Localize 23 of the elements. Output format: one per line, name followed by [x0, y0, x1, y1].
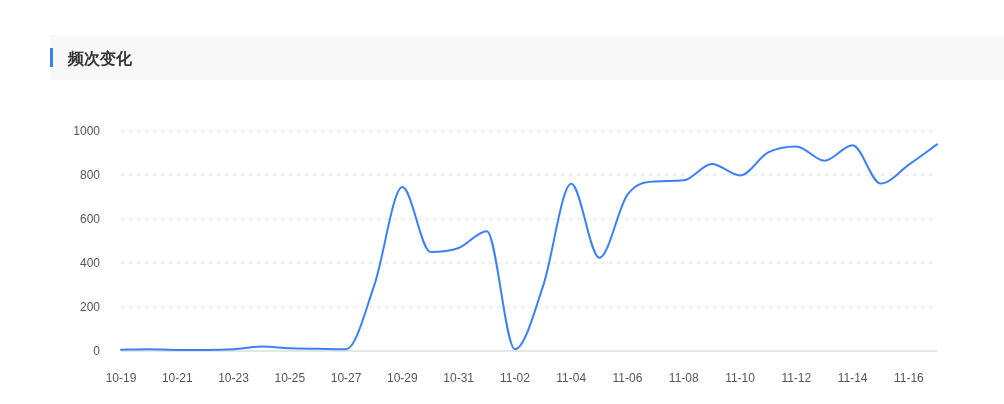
x-tick-label: 11-06: [612, 371, 643, 385]
chart-title: 频次变化: [67, 50, 133, 67]
x-tick-label: 10-31: [443, 371, 475, 385]
line-series: [120, 143, 938, 351]
x-tick-label: 10-21: [161, 371, 193, 385]
x-tick-label: 11-12: [781, 371, 812, 385]
y-tick-label: 1000: [73, 124, 101, 138]
x-tick-label: 11-14: [837, 371, 868, 385]
x-tick-label: 10-25: [274, 371, 306, 385]
x-tick-label: 11-04: [556, 371, 587, 385]
x-tick-label: 11-10: [725, 371, 756, 385]
x-tick-label: 10-27: [330, 371, 362, 385]
x-tick-label: 10-19: [105, 371, 137, 385]
x-tick-label: 11-16: [893, 371, 925, 385]
x-tick-label: 10-29: [387, 371, 419, 385]
y-tick-label: 800: [79, 168, 101, 182]
y-tick-label: 200: [79, 300, 101, 314]
y-tick-label: 0: [93, 344, 101, 358]
x-tick-label: 11-02: [500, 371, 531, 385]
y-tick-label: 400: [79, 256, 101, 270]
y-tick-label: 600: [79, 212, 101, 226]
x-tick-label: 11-08: [668, 371, 699, 385]
x-tick-label: 10-23: [218, 371, 250, 385]
